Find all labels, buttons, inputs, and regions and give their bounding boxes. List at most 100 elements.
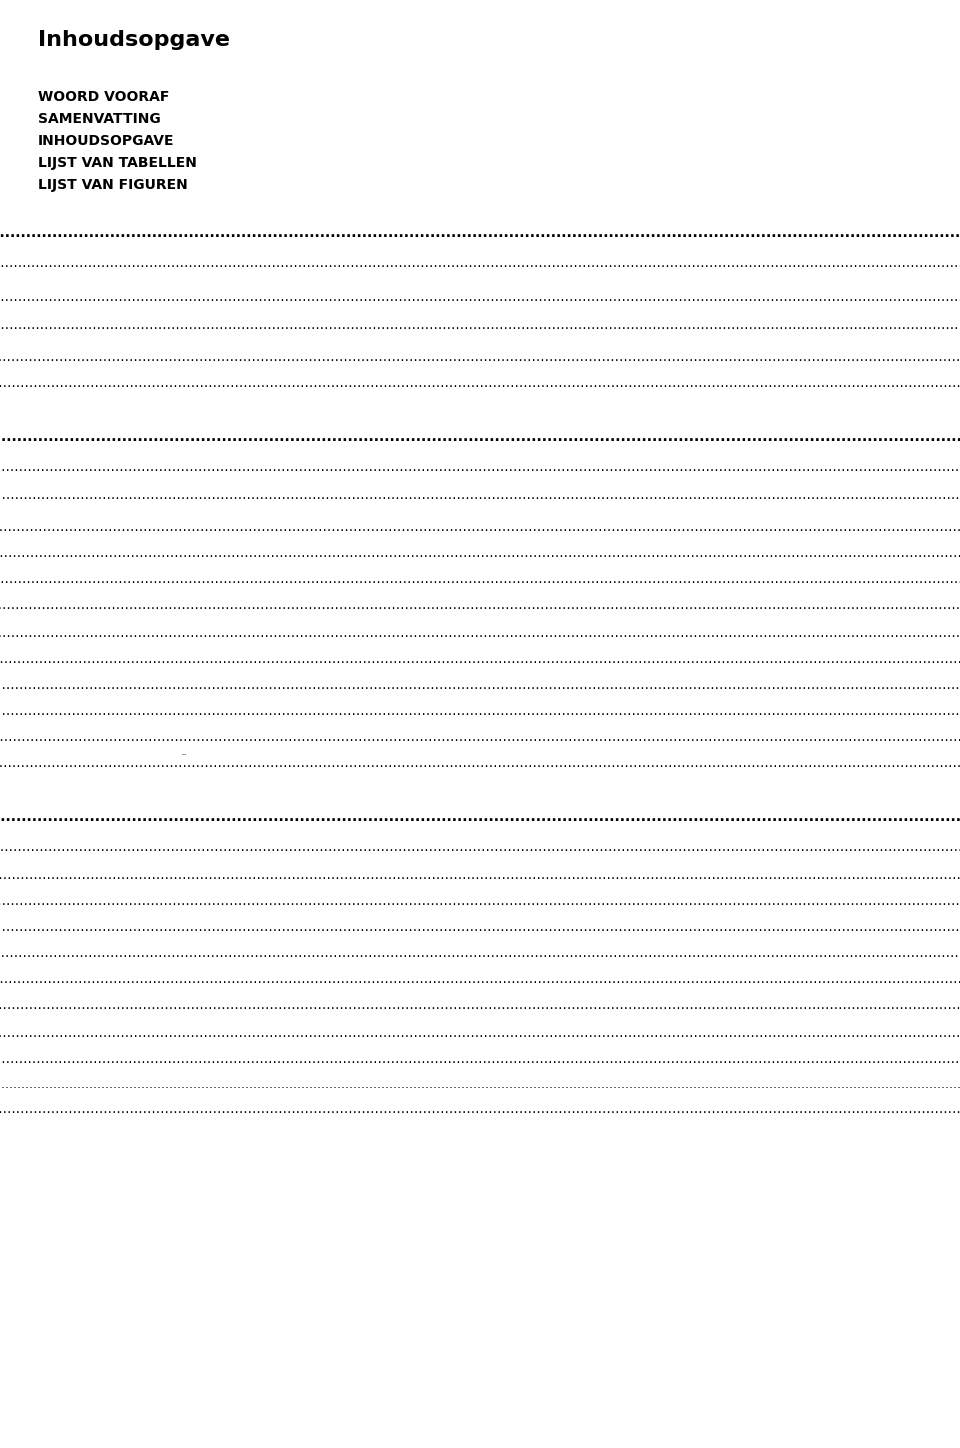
Text: Milieu-impact van batterijen: Milieu-impact van batterijen — [140, 946, 336, 960]
Text: 2.1.1: 2.1.1 — [75, 488, 110, 502]
Text: Deelvragen: Deelvragen — [140, 350, 221, 363]
Text: ................................................................................: ........................................… — [0, 652, 960, 666]
Text: Centrale onderzoeksvraag: Centrale onderzoeksvraag — [140, 319, 324, 332]
Text: Situatie in Vlaanderen omtrent batterijproductie: Situatie in Vlaanderen omtrent batterijp… — [140, 972, 475, 986]
Text: ................................................................................: ........................................… — [0, 893, 960, 908]
Text: ONDERZOEKSOPZET: ONDERZOEKSOPZET — [95, 376, 208, 387]
Text: 2.3: 2.3 — [38, 756, 62, 770]
Text: 2.1.2: 2.1.2 — [75, 520, 110, 534]
Text: OPLADEN: OPLADEN — [95, 998, 148, 1008]
Text: 15: 15 — [873, 652, 890, 666]
Text: ................................................................................: ........................................… — [0, 1027, 960, 1040]
Text: Eigenschappen van een goede batterij: Eigenschappen van een goede batterij — [140, 867, 409, 882]
Text: Oplaadpalen: Oplaadpalen — [178, 1077, 257, 1090]
Text: 14: 14 — [873, 626, 890, 640]
Text: 3.1: 3.1 — [38, 840, 62, 854]
Text: ................................................................................: ........................................… — [0, 256, 960, 269]
Text: 17: 17 — [873, 704, 890, 718]
Text: De inductielading: De inductielading — [140, 1102, 262, 1116]
Text: 2.2.2: 2.2.2 — [75, 652, 110, 666]
Text: De compressieontstekingsmotor: De compressieontstekingsmotor — [140, 546, 365, 560]
Text: 2.1.3: 2.1.3 — [75, 546, 110, 560]
Text: 3.1.2: 3.1.2 — [75, 893, 110, 908]
Text: 3.1.3: 3.1.3 — [75, 919, 110, 934]
Text: 2.2.4: 2.2.4 — [75, 704, 110, 718]
Text: 24: 24 — [873, 893, 890, 908]
Text: 23: 23 — [871, 809, 890, 824]
Text: ................................................................................: ........................................… — [0, 946, 960, 960]
Text: INHOUDSOPGAVE: INHOUDSOPGAVE — [38, 135, 175, 148]
Text: ................................................................................: ........................................… — [0, 1077, 960, 1090]
Text: ................................................................................: ........................................… — [0, 376, 960, 390]
Text: Inhoudsopgave: Inhoudsopgave — [38, 30, 230, 51]
Text: Kosten van batterijen: Kosten van batterijen — [140, 919, 289, 934]
Text: ................................................................................: ........................................… — [0, 488, 960, 502]
Text: 1.2.1: 1.2.1 — [75, 319, 110, 332]
Text: 29: 29 — [873, 998, 890, 1012]
Text: 12: 12 — [873, 572, 890, 586]
Text: Waterstof: Waterstof — [140, 704, 207, 718]
Text: ENERGIE-EFFICIËNTE COMBINATIE VAN MOTOR EN ENERGIEBRON: ENERGIE-EFFICIËNTE COMBINATIE VAN MOTOR … — [95, 756, 453, 766]
Text: ................................................................................: ........................................… — [0, 756, 960, 770]
Text: ................................................................................: ........................................… — [0, 678, 960, 692]
Text: ................................................................................: ........................................… — [0, 290, 960, 304]
Text: WOORD VOORAF: WOORD VOORAF — [38, 90, 169, 104]
Text: Elektriciteit: Elektriciteit — [140, 730, 219, 744]
Text: 27: 27 — [873, 946, 890, 960]
Text: MOTOREN: MOTOREN — [95, 460, 151, 471]
Text: Soorten batterijen in elektrische wagens: Soorten batterijen in elektrische wagens — [140, 893, 421, 908]
Text: 3.1.1: 3.1.1 — [75, 867, 110, 882]
Text: De laadcyclus van een batterij: De laadcyclus van een batterij — [140, 1027, 352, 1040]
Text: 13: 13 — [873, 598, 890, 613]
Text: ................................................................................: ........................................… — [0, 998, 960, 1012]
Text: 33: 33 — [875, 1077, 890, 1090]
Text: 3.2.3: 3.2.3 — [75, 1102, 110, 1116]
Text: 2.1.4: 2.1.4 — [75, 572, 110, 586]
Text: ................................................................................: ........................................… — [0, 350, 960, 363]
Text: 7: 7 — [881, 488, 890, 502]
Text: 4: 4 — [881, 319, 890, 332]
Text: ................................................................................: ........................................… — [0, 919, 960, 934]
Text: ................................................................................: ........................................… — [0, 319, 960, 332]
Text: ................................................................................: ........................................… — [0, 730, 960, 744]
Text: 2.2.1: 2.2.1 — [75, 626, 110, 640]
Text: 3.1.5: 3.1.5 — [75, 972, 110, 986]
Text: ONDERZOEKSVRAGEN: ONDERZOEKSVRAGEN — [95, 290, 217, 300]
Text: ENERGIEBRONNEN: ENERGIEBRONNEN — [95, 598, 199, 608]
Text: Benzine, diesel & biodiesel: Benzine, diesel & biodiesel — [140, 626, 326, 640]
Text: ................................................................................: ........................................… — [0, 520, 960, 534]
Text: Aardgas & LPG: Aardgas & LPG — [140, 652, 244, 666]
Text: 1.3: 1.3 — [38, 376, 62, 390]
Text: SAMENVATTING: SAMENVATTING — [38, 111, 160, 126]
Text: ................................................................................: ........................................… — [0, 840, 960, 854]
Text: 2.1: 2.1 — [38, 460, 62, 473]
Text: ................................................................................: ........................................… — [0, 972, 960, 986]
Text: 1: 1 — [881, 256, 890, 269]
Text: 2.2.5: 2.2.5 — [75, 730, 110, 744]
Text: HOOFDSTUK III: HUIDIGE SITUATIE OMTRENT DE ELEKTRISCHE WAGEN: HOOFDSTUK III: HUIDIGE SITUATIE OMTRENT … — [38, 809, 588, 824]
Text: 5: 5 — [881, 376, 890, 390]
Text: 2.2.3: 2.2.3 — [75, 678, 110, 692]
Text: 3.2.2: 3.2.2 — [75, 1053, 110, 1066]
Text: 23: 23 — [873, 840, 890, 854]
Text: 3.1.4: 3.1.4 — [75, 946, 110, 960]
Text: De conductielading: De conductielading — [140, 1053, 275, 1066]
Text: 28: 28 — [873, 972, 890, 986]
Text: 3.2.2.1: 3.2.2.1 — [115, 1077, 158, 1090]
Text: PROBLEEMSTELLING: PROBLEEMSTELLING — [95, 256, 207, 266]
Text: HOOFDSTUK I: PROBLEEMSTELLING EN METHODOLOGISCHE ASPECTEN: HOOFDSTUK I: PROBLEEMSTELLING EN METHODO… — [38, 226, 591, 240]
Text: 16: 16 — [873, 678, 890, 692]
Text: ................................................................................: ........................................… — [0, 1102, 960, 1116]
Text: 23: 23 — [873, 867, 890, 882]
Text: 19: 19 — [873, 756, 890, 770]
Text: 12: 12 — [873, 546, 890, 560]
Text: ................................................................................: ........................................… — [0, 546, 960, 560]
Text: ................................................................................: ........................................… — [0, 704, 960, 718]
Text: 4: 4 — [881, 350, 890, 363]
Text: ................................................................................: ........................................… — [0, 430, 960, 445]
Text: 30: 30 — [873, 1053, 890, 1066]
Text: Alcoholen: Alcoholen — [140, 678, 208, 692]
Text: ................................................................................: ........................................… — [0, 226, 960, 240]
Text: 2.2: 2.2 — [38, 598, 62, 613]
Text: LIJST VAN FIGUREN: LIJST VAN FIGUREN — [38, 178, 188, 193]
